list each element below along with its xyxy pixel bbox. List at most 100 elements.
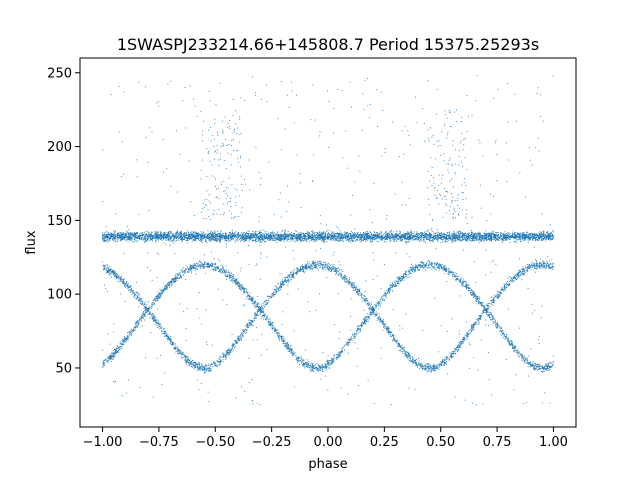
data-point (218, 236, 220, 238)
data-point (489, 235, 491, 237)
data-point (525, 235, 527, 237)
data-point (200, 235, 202, 237)
data-point (214, 230, 216, 232)
data-point (124, 235, 126, 237)
data-point (147, 238, 148, 240)
data-point (502, 239, 504, 241)
data-point (506, 239, 508, 241)
data-point (300, 238, 301, 240)
data-point (247, 233, 249, 235)
data-point (370, 238, 372, 240)
data-point (366, 239, 368, 241)
data-point (297, 235, 299, 237)
data-point (475, 235, 476, 237)
data-point (500, 234, 502, 236)
data-point (134, 233, 136, 235)
data-point (165, 231, 167, 233)
data-point (368, 237, 370, 239)
data-point (476, 235, 478, 237)
data-point (102, 233, 104, 235)
data-point (307, 234, 309, 236)
data-point (318, 236, 319, 238)
data-point (391, 237, 393, 239)
data-point (160, 238, 161, 240)
data-point (383, 236, 385, 238)
data-point (402, 236, 404, 238)
data-point (321, 240, 323, 241)
data-point (176, 237, 178, 238)
data-point (365, 240, 367, 242)
data-point (197, 235, 199, 236)
data-point (237, 238, 239, 240)
data-point (361, 235, 362, 237)
data-point (117, 233, 118, 235)
data-point (363, 238, 365, 240)
data-point (462, 238, 464, 240)
data-point (164, 234, 166, 236)
data-point (231, 231, 233, 233)
data-point (497, 235, 499, 237)
data-point (347, 235, 349, 237)
data-point (117, 233, 119, 235)
data-point (497, 239, 499, 240)
data-point (188, 236, 190, 238)
data-point (477, 233, 479, 235)
data-point (527, 236, 529, 238)
data-point (223, 235, 225, 237)
data-point (102, 234, 104, 236)
data-point (497, 234, 499, 236)
data-point (179, 236, 181, 237)
data-point (320, 238, 321, 240)
data-point (106, 241, 108, 243)
data-point (459, 240, 461, 242)
data-point (133, 234, 135, 235)
data-point (242, 234, 244, 235)
data-point (196, 233, 197, 235)
data-point (171, 237, 172, 239)
data-point (315, 240, 317, 242)
data-point (196, 233, 198, 234)
data-point (312, 230, 314, 232)
data-point (422, 235, 424, 237)
data-point (352, 235, 354, 237)
data-point (531, 235, 533, 237)
data-point (414, 236, 416, 237)
data-point (346, 236, 348, 238)
data-point (342, 240, 344, 242)
data-point (291, 239, 293, 241)
data-point (112, 234, 114, 236)
data-point (281, 234, 283, 236)
data-point (135, 233, 136, 234)
data-point (330, 235, 332, 237)
data-point (135, 236, 137, 238)
data-point (194, 239, 196, 241)
data-point (109, 232, 111, 234)
data-point (513, 240, 515, 242)
data-point (525, 231, 527, 233)
data-point (261, 235, 263, 237)
data-point (250, 233, 252, 235)
data-point (424, 231, 426, 233)
data-point (266, 234, 268, 235)
data-point (348, 233, 350, 235)
data-point (175, 235, 177, 237)
data-point (292, 238, 294, 239)
data-point (366, 233, 368, 235)
data-point (166, 237, 168, 239)
data-point (225, 232, 227, 234)
data-point (345, 235, 347, 237)
data-point (231, 235, 233, 236)
data-point (213, 233, 215, 235)
data-point (397, 237, 398, 239)
data-point (323, 241, 325, 243)
data-point (259, 237, 261, 238)
data-point (140, 234, 142, 236)
data-point (431, 237, 433, 238)
data-point (385, 241, 387, 243)
data-point (342, 235, 344, 236)
data-point (467, 237, 469, 238)
data-point (547, 238, 549, 239)
data-point (400, 238, 402, 240)
data-point (449, 233, 451, 235)
data-point (226, 236, 228, 238)
